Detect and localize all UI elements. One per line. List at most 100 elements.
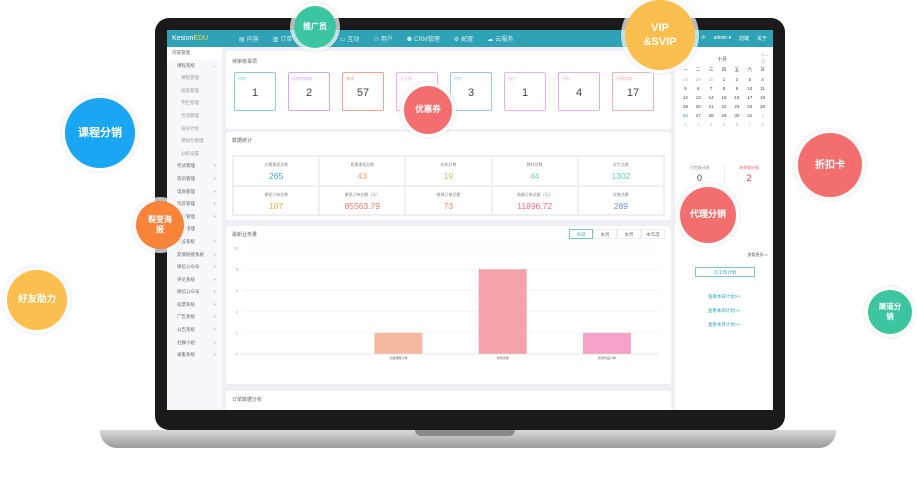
- sidebar-item[interactable]: 课程管理: [181, 75, 199, 81]
- calendar-day[interactable]: 24: [747, 104, 753, 109]
- calendar-day[interactable]: 2: [684, 122, 687, 127]
- sidebar-item[interactable]: 班级管理: [181, 87, 199, 93]
- todo-card[interactable]: 评价 3: [450, 72, 492, 111]
- todo-card[interactable]: 机构 1: [234, 72, 276, 111]
- sidebar-item[interactable]: 分校设置: [181, 150, 199, 156]
- sidebar-head[interactable]: 内容管理: [167, 47, 222, 60]
- calendar-day[interactable]: 21: [708, 104, 714, 109]
- write-plan-button[interactable]: 写工作计划: [695, 267, 755, 277]
- tab-2[interactable]: 本月: [617, 229, 641, 239]
- calendar-day[interactable]: 6: [697, 86, 700, 91]
- sidebar-item[interactable]: 采集系统 >: [167, 349, 222, 362]
- calendar-day[interactable]: 5: [684, 86, 687, 91]
- sidebar-item[interactable]: 课程包管理: [181, 138, 204, 144]
- calendar-day[interactable]: 22: [721, 104, 727, 109]
- calendar-day[interactable]: 17: [747, 95, 753, 100]
- chevron-icon: >: [213, 339, 216, 345]
- calendar-day[interactable]: 29: [721, 113, 727, 118]
- calendar-day[interactable]: 5: [722, 122, 726, 127]
- nav-chat[interactable]: ▭ 互动: [339, 37, 360, 43]
- sidebar-item[interactable]: 广告系统 >: [167, 311, 222, 324]
- sidebar-item[interactable]: 评论系统 >: [167, 274, 222, 287]
- about-link[interactable]: 关于: [756, 36, 767, 42]
- tab-0[interactable]: 今日: [569, 229, 593, 239]
- weekday: 二: [696, 67, 701, 72]
- nav-clipboard[interactable]: ▥ 订单: [272, 37, 293, 43]
- sidebar-item[interactable]: 课程系统 ⌄: [167, 60, 222, 73]
- calendar-day[interactable]: 28: [708, 113, 714, 118]
- nav-gear[interactable]: ⚙ 配置: [453, 37, 474, 43]
- front-link[interactable]: 前端: [738, 36, 749, 42]
- calendar-day[interactable]: 2: [735, 77, 739, 82]
- month-plan-link[interactable]: 查看本月计划>>: [707, 322, 741, 327]
- calendar-day[interactable]: 3: [748, 77, 751, 82]
- sidebar-item[interactable]: 微信公众号 >: [167, 261, 222, 274]
- calendar-day[interactable]: 7: [748, 122, 751, 127]
- calendar-next[interactable]: 下一月: [761, 53, 769, 64]
- calendar-day[interactable]: 9: [735, 86, 739, 91]
- sidebar-item[interactable]: 电商管理 >: [167, 186, 222, 199]
- nav-crm[interactable]: ⚉ CRM管理: [406, 37, 440, 43]
- calendar-day[interactable]: 20: [695, 104, 701, 109]
- calendar-day[interactable]: 30: [708, 77, 714, 82]
- calendar-day[interactable]: 11: [760, 86, 765, 91]
- week-plan-link[interactable]: 查看本周计划>>: [707, 308, 741, 313]
- nav-cloud[interactable]: ☁ 云服务: [487, 37, 514, 43]
- calendar-day[interactable]: 8: [722, 86, 726, 91]
- todo-card[interactable]: 问答问题 17: [612, 72, 654, 111]
- nav-user[interactable]: ⚇ 用户: [373, 37, 393, 43]
- calendar-day[interactable]: 25: [760, 104, 766, 109]
- calendar-day[interactable]: 15: [721, 95, 727, 100]
- todo-card[interactable]: 图片 1: [504, 72, 546, 111]
- calendar-day[interactable]: 16: [734, 95, 740, 100]
- sidebar-item[interactable]: 活动管理: [181, 112, 199, 118]
- calendar-day[interactable]: 10: [747, 86, 753, 91]
- todo-card[interactable]: 资料 4: [558, 72, 600, 111]
- calendar-day[interactable]: 8: [761, 122, 764, 127]
- logo[interactable]: KesionEDU: [172, 35, 209, 42]
- day-plan-link[interactable]: 查看本日计划>>: [707, 294, 741, 299]
- sidebar-item[interactable]: 专栏管理: [181, 100, 199, 106]
- sidebar-item[interactable]: 问答系统 >: [167, 236, 222, 249]
- calendar-day[interactable]: 7: [709, 86, 713, 91]
- sidebar-item[interactable]: 微信公众号 >: [167, 286, 222, 299]
- sidebar-item[interactable]: 公告系统 >: [167, 324, 222, 337]
- calendar-day[interactable]: 4: [761, 77, 764, 82]
- todo-card[interactable]: 机构待审核 2: [288, 72, 330, 111]
- calendar-day[interactable]: 27: [695, 113, 701, 118]
- tab-3[interactable]: 本年度: [641, 229, 665, 239]
- sidebar-item[interactable]: 培训计划: [181, 125, 199, 131]
- calendar-day[interactable]: 3: [697, 122, 700, 127]
- todo-card[interactable]: 查课 57: [342, 72, 384, 111]
- user-menu[interactable]: admin ▾: [713, 35, 731, 41]
- sidebar-item[interactable]: 用户管理: [177, 226, 195, 232]
- calendar-day[interactable]: 18: [760, 95, 766, 100]
- calendar-day[interactable]: 31: [747, 113, 753, 118]
- calendar-day[interactable]: 12: [682, 95, 688, 100]
- sidebar-item[interactable]: 考试管理 >: [167, 160, 222, 173]
- calendar-day[interactable]: 28: [682, 77, 688, 82]
- calendar-day[interactable]: 1: [761, 113, 764, 118]
- calendar-day[interactable]: 4: [709, 122, 713, 127]
- sidebar-item[interactable]: 资讯管理 >: [167, 173, 222, 186]
- sidebar-item[interactable]: 友情链接系统 >: [167, 249, 222, 262]
- sidebar-item[interactable]: 文件管理 >: [167, 211, 222, 224]
- calendar-day[interactable]: 26: [682, 113, 688, 118]
- calendar-day[interactable]: 23: [734, 104, 740, 109]
- tab-1[interactable]: 本周: [593, 229, 617, 239]
- sidebar-item[interactable]: 社群小组 >: [167, 337, 222, 350]
- calendar-day[interactable]: 13: [695, 95, 701, 100]
- refresh-icon[interactable]: ⟳: [701, 35, 706, 41]
- calendar-day[interactable]: 30: [734, 113, 740, 118]
- calendar-day[interactable]: 14: [708, 95, 714, 100]
- sidebar-item[interactable]: 投票系统 >: [167, 299, 222, 312]
- clipboard-icon: ▥: [272, 37, 279, 43]
- calendar-day[interactable]: 29: [695, 77, 701, 82]
- calendar-day[interactable]: 6: [735, 122, 739, 127]
- calendar-day[interactable]: 1: [722, 77, 726, 82]
- sidebar-item[interactable]: 问答管理 >: [167, 198, 222, 211]
- nav-document[interactable]: ▤ 内容: [239, 37, 259, 43]
- calendar-day[interactable]: 19: [682, 104, 688, 109]
- more-link[interactable]: 查看更多>>: [747, 252, 768, 257]
- main-nav: ▤内容▥订单◎推广▭互动⚇用户⚉CRM管理⚙配置☁云服务: [239, 34, 513, 43]
